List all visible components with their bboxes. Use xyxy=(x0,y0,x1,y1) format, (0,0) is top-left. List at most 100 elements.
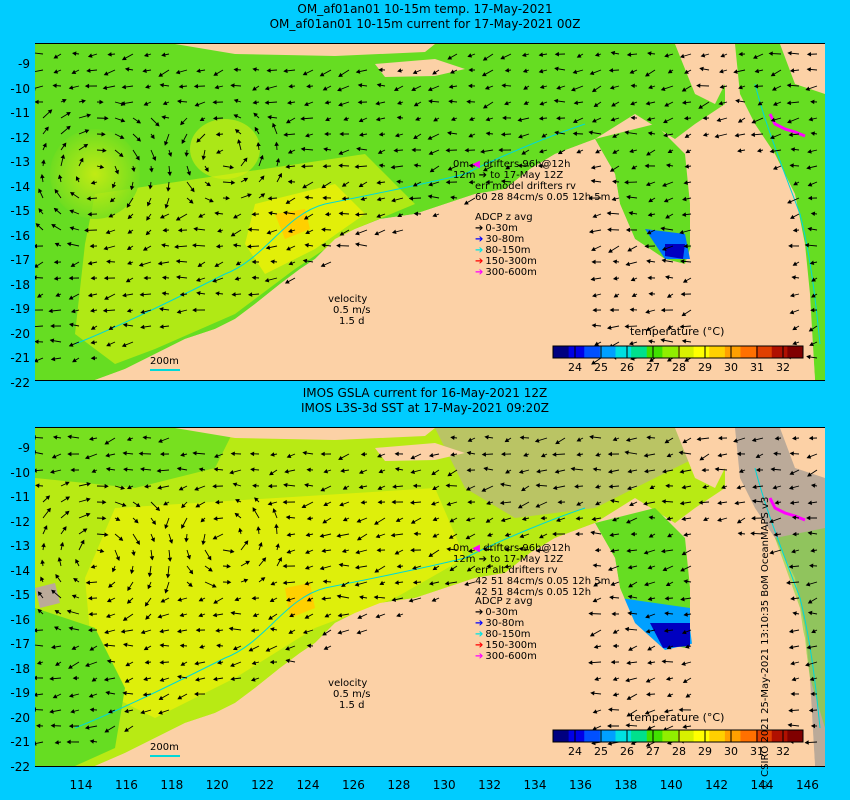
current-arrowhead xyxy=(611,611,616,617)
current-arrowhead xyxy=(355,549,360,555)
velocity-time: 1.5 d xyxy=(338,700,365,711)
current-arrowhead xyxy=(539,84,545,90)
current-arrowhead xyxy=(103,677,109,682)
current-arrowhead xyxy=(540,453,546,458)
current-arrowhead xyxy=(44,126,49,132)
current-arrowhead xyxy=(289,612,294,618)
current-arrowhead xyxy=(267,196,272,201)
current-arrowhead xyxy=(138,262,144,267)
current-arrowhead xyxy=(142,246,148,251)
current-arrowhead xyxy=(518,469,524,474)
current-arrowhead xyxy=(161,52,166,58)
current-arrowhead xyxy=(122,322,128,328)
current-arrowhead xyxy=(336,533,341,538)
current-arrowhead xyxy=(53,259,59,265)
current-arrowhead xyxy=(300,164,306,169)
current-arrowhead xyxy=(47,109,53,114)
current-arrowhead xyxy=(126,203,131,208)
current-arrowhead xyxy=(140,309,145,315)
current-arrowhead xyxy=(678,707,683,713)
current-arrow xyxy=(35,52,44,55)
current-arrowhead xyxy=(68,275,73,281)
latitude-label: -17 xyxy=(10,253,30,267)
drifter-time: to 17-May 12Z xyxy=(490,554,564,565)
current-arrowhead xyxy=(395,517,401,522)
current-arrowhead xyxy=(624,626,630,632)
colorbar-segment xyxy=(584,730,601,742)
colorbar-segment xyxy=(678,346,695,358)
current-arrowhead xyxy=(679,229,684,235)
current-arrowhead xyxy=(211,583,217,588)
current-arrowhead xyxy=(788,564,793,569)
current-arrowhead xyxy=(393,86,399,91)
colorbar-segment xyxy=(584,346,601,358)
current-arrowhead xyxy=(282,563,287,569)
current-arrowhead xyxy=(216,149,221,154)
latitude-label: -22 xyxy=(10,759,30,774)
current-arrowhead xyxy=(717,500,722,506)
current-arrowhead xyxy=(121,56,127,61)
current-arrowhead xyxy=(664,102,670,107)
current-arrowhead xyxy=(304,614,310,619)
current-arrowhead xyxy=(629,148,634,154)
current-arrowhead xyxy=(522,68,528,73)
current-arrowhead xyxy=(354,212,360,217)
bottom-map-panel[interactable]: 0m ◀ drifters 96h@12h 12m ➔ to 17-May 12… xyxy=(35,427,825,767)
current-arrowhead xyxy=(809,563,814,569)
current-arrowhead xyxy=(250,467,255,472)
current-arrowhead xyxy=(666,453,672,458)
current-arrowhead xyxy=(213,599,218,604)
current-arrowhead xyxy=(376,180,381,185)
colorbar-segment xyxy=(615,346,632,358)
latitude-label: -16 xyxy=(10,228,30,243)
current-arrowhead xyxy=(245,560,251,565)
current-arrowhead xyxy=(90,325,96,330)
current-arrowhead xyxy=(120,629,126,634)
current-arrowhead xyxy=(738,84,743,90)
current-arrowhead xyxy=(792,531,797,537)
current-arrowhead xyxy=(53,69,59,74)
current-arrowhead xyxy=(68,295,74,300)
current-arrowhead xyxy=(570,466,575,472)
current-arrowhead xyxy=(177,628,182,634)
current-arrowhead xyxy=(624,450,629,455)
current-arrowhead xyxy=(285,199,291,204)
current-arrowhead xyxy=(684,164,689,169)
current-arrowhead xyxy=(45,495,51,500)
current-arrowhead xyxy=(266,230,272,235)
top-drifters-legend: 0m ◀ drifters 96h@12h 12m ➔ to 17-May 12… xyxy=(453,159,610,203)
current-arrowhead xyxy=(150,537,155,543)
current-arrowhead xyxy=(444,581,450,586)
current-arrowhead xyxy=(701,467,706,473)
current-arrowhead xyxy=(377,453,382,458)
current-arrowhead xyxy=(55,661,60,666)
current-arrowhead xyxy=(66,125,71,131)
top-velocity-legend: velocity 0.5 m/s 1.5 d xyxy=(325,294,370,327)
longitude-label: 122 xyxy=(251,778,275,792)
current-arrowhead xyxy=(212,116,218,121)
current-arrowhead xyxy=(159,643,164,648)
current-arrowhead xyxy=(82,528,88,533)
current-arrowhead xyxy=(609,595,614,600)
current-arrowhead xyxy=(591,516,596,522)
latitude-label: -19 xyxy=(10,302,30,316)
current-arrowhead xyxy=(158,710,163,715)
current-arrowhead xyxy=(680,259,685,264)
current-arrowhead xyxy=(102,148,107,153)
current-arrowhead xyxy=(35,358,39,363)
current-arrowhead xyxy=(500,517,506,523)
colorbar-tick-label: 25 xyxy=(594,745,608,758)
current-arrowhead xyxy=(253,112,258,118)
current-arrowhead xyxy=(115,556,120,561)
current-arrowhead xyxy=(554,130,559,136)
current-arrowhead xyxy=(340,468,345,473)
current-arrowhead xyxy=(288,261,294,266)
current-arrowhead xyxy=(628,583,633,588)
current-arrowhead xyxy=(286,246,291,251)
land-cape-york xyxy=(690,104,815,380)
current-arrowhead xyxy=(556,517,561,522)
current-arrowhead xyxy=(628,646,633,651)
top-map-panel[interactable]: 0m ◀ drifters 96h@12h 12m ➔ to 17-May 12… xyxy=(35,43,825,381)
current-arrowhead xyxy=(627,485,632,491)
current-arrowhead xyxy=(322,579,328,584)
